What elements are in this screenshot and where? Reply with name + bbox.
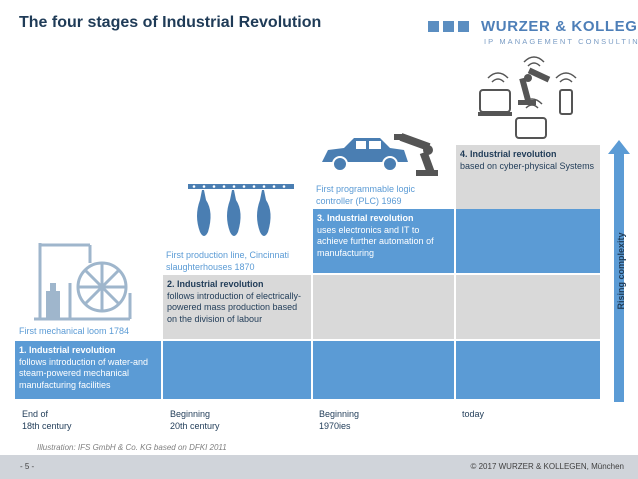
stage-1-fill-a [163, 341, 311, 399]
timeline-2: Beginning 20th century [170, 408, 220, 432]
timeline-3: Beginning 1970ies [319, 408, 359, 432]
rising-arrow-icon [608, 140, 630, 402]
stage-2-heading: 2. Industrial revolution [167, 279, 264, 289]
page-title: The four stages of Industrial Revolution [19, 14, 322, 31]
car-robot-arm-icon [322, 133, 438, 176]
timeline-4-line1: today [462, 409, 485, 419]
stage-1-text: follows introduction of water-and steam-… [19, 356, 149, 390]
stage-3-fill [456, 209, 600, 273]
stage-1-fill-b [313, 341, 454, 399]
rising-complexity-label: Rising complexity [605, 212, 631, 332]
timeline-1-line2: 18th century [22, 421, 72, 431]
timeline-1-line1: End of [22, 409, 49, 419]
illustration-note: Illustration: IFS GmbH & Co. KG based on… [37, 443, 227, 452]
slaughterhouse-line-icon [188, 184, 294, 236]
timeline-3-line1: Beginning [319, 409, 360, 419]
caption-loom: First mechanical loom 1784 [19, 326, 130, 336]
stage-1-cell: 1. Industrial revolution follows introdu… [15, 341, 161, 399]
stage-3-heading: 3. Industrial revolution [317, 213, 414, 223]
stage-3-text: uses electronics and IT to achieve furth… [317, 224, 434, 258]
timeline-3-line2: 1970ies [319, 421, 351, 431]
stage-4-text: based on cyber-physical Systems [460, 160, 595, 171]
timeline-4: today [462, 408, 484, 420]
timeline-1: End of 18th century [22, 408, 72, 432]
stage-2-fill-a [313, 275, 454, 339]
stage-1-fill-c [456, 341, 600, 399]
loom-icon [34, 243, 132, 321]
company-logo: WURZER & KOLLEGEN IP MANAGEMENT CONSULTI… [428, 17, 638, 49]
page-number: - 5 - [20, 462, 35, 471]
timeline-2-line1: Beginning [170, 409, 211, 419]
stage-2-text: follows introduction of electrically-pow… [167, 290, 302, 324]
stage-2-fill-b [456, 275, 600, 339]
footer-bar: - 5 - © 2017 WURZER & KOLLEGEN, München [0, 455, 638, 479]
stage-2-cell: 2. Industrial revolution follows introdu… [163, 275, 311, 339]
rising-complexity-text: Rising complexity [616, 232, 626, 310]
logo-name: WURZER & KOLLEGEN [481, 18, 638, 35]
timeline-2-line2: 20th century [170, 421, 220, 431]
stage-4-heading: 4. Industrial revolution [460, 149, 557, 159]
logo-squares-icon [428, 21, 473, 39]
caption-plc: First programmable logic controller (PLC… [316, 184, 416, 206]
stage-1-heading: 1. Industrial revolution [19, 345, 116, 355]
cyber-physical-devices-icon [478, 56, 577, 139]
caption-production-line: First production line, Cincinnati slaugh… [166, 250, 290, 272]
stage-4-cell: 4. Industrial revolution based on cyber-… [456, 145, 600, 209]
stage-3-cell: 3. Industrial revolution uses electronic… [313, 209, 454, 273]
logo-subtitle: IP MANAGEMENT CONSULTING [484, 37, 638, 46]
copyright: © 2017 WURZER & KOLLEGEN, München [470, 462, 624, 471]
